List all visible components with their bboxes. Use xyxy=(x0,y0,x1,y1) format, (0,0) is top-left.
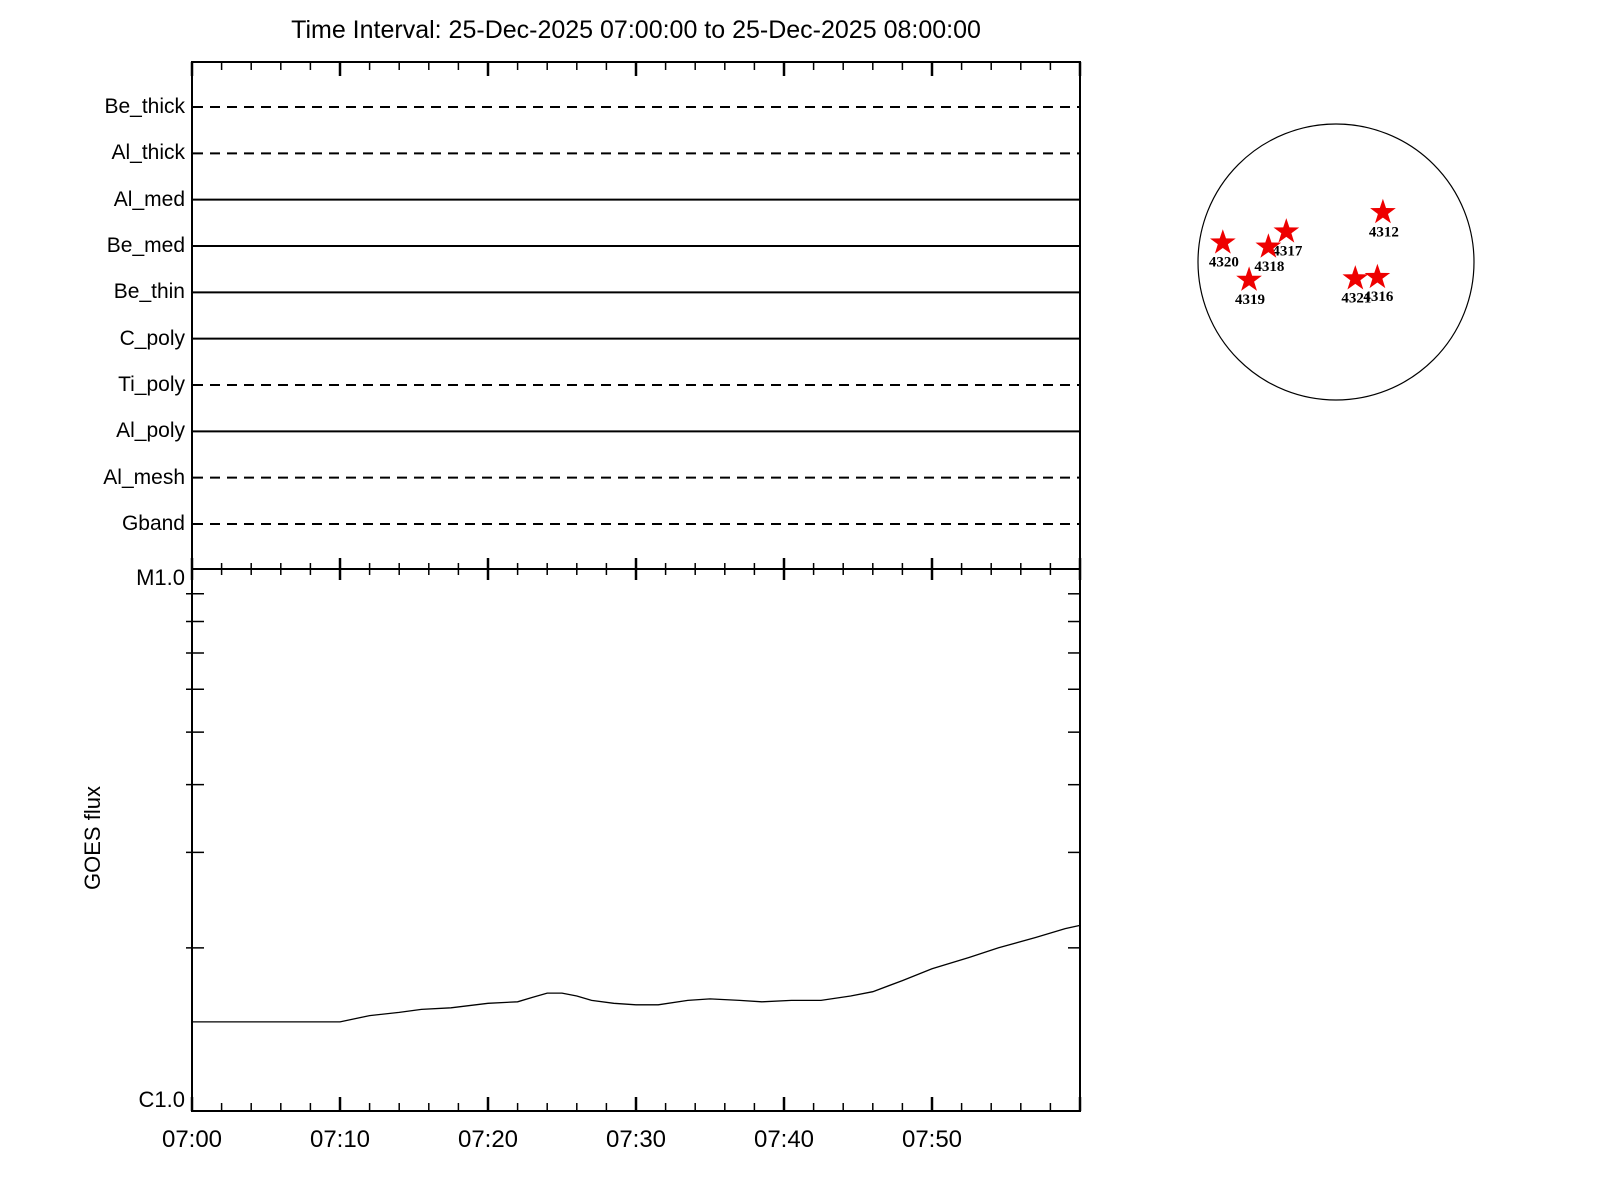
filter-label-Al_thick: Al_thick xyxy=(111,141,185,165)
filter-label-C_poly: C_poly xyxy=(119,326,185,350)
filter-label-Al_med: Al_med xyxy=(113,187,185,211)
active-region-label-4319: 4319 xyxy=(1235,292,1265,308)
time-tick-label-0740: 07:40 xyxy=(753,1126,815,1153)
filter-label-Be_med: Be_med xyxy=(106,234,185,257)
time-tick-label-0700: 07:00 xyxy=(161,1126,223,1153)
filter-label-Gband: Gband xyxy=(121,512,185,535)
filter-label-Al_mesh: Al_mesh xyxy=(103,465,185,489)
active-region-label-4312: 4312 xyxy=(1369,224,1399,240)
plot-title: Time Interval: 25-Dec-2025 07:00:00 to 2… xyxy=(291,16,981,44)
goes-ytop-label: M1.0 xyxy=(136,565,185,590)
time-tick-label-0730: 07:30 xyxy=(605,1126,667,1153)
active-region-star-4319 xyxy=(1236,266,1262,291)
active-region-star-4320 xyxy=(1210,229,1236,254)
active-region-label-4318: 4318 xyxy=(1254,259,1284,275)
goes-panel-border xyxy=(191,568,1081,1112)
time-tick-label-0710: 07:10 xyxy=(309,1126,371,1153)
filter-label-Be_thin: Be_thin xyxy=(113,280,185,304)
active-region-label-4316: 4316 xyxy=(1363,289,1394,305)
filter-label-Al_poly: Al_poly xyxy=(116,419,185,443)
filter-panel-border xyxy=(191,61,1081,570)
goes-ybottom-label: C1.0 xyxy=(138,1087,185,1112)
time-tick-label-0720: 07:20 xyxy=(457,1126,519,1153)
goes-flux-curve xyxy=(192,924,1081,1023)
active-region-star-4312 xyxy=(1370,198,1396,224)
active-region-label-4317: 4317 xyxy=(1272,244,1303,260)
active-region-star-4321 xyxy=(1342,265,1369,290)
active-region-label-4321: 4321 xyxy=(1341,291,1371,307)
time-tick-label-0750: 07:50 xyxy=(901,1126,963,1153)
goes-ylabel: GOES flux xyxy=(80,786,105,890)
solar-disk xyxy=(1197,123,1475,401)
filter-label-Be_thick: Be_thick xyxy=(104,95,185,118)
active-region-star-4316 xyxy=(1364,263,1391,289)
filter-label-Ti_poly: Ti_poly xyxy=(118,373,185,396)
active-region-star-4318 xyxy=(1255,233,1282,258)
active-region-star-4317 xyxy=(1273,218,1300,243)
active-region-label-4320: 4320 xyxy=(1209,255,1239,271)
